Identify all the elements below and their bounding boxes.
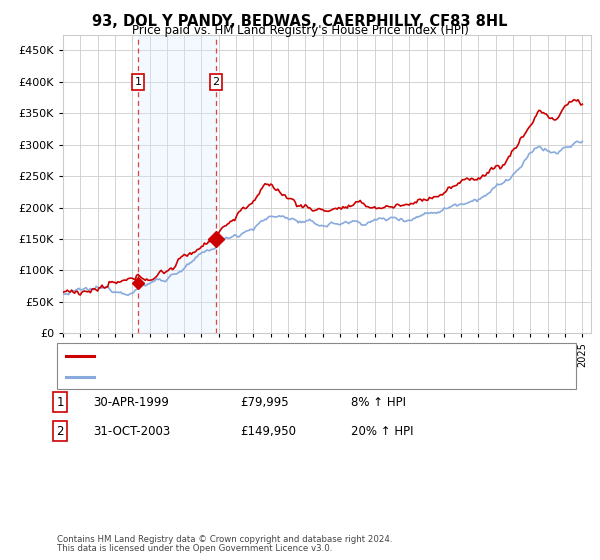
Text: £79,995: £79,995: [240, 395, 289, 409]
Text: 8% ↑ HPI: 8% ↑ HPI: [351, 395, 406, 409]
Text: 2: 2: [56, 424, 64, 438]
Text: 31-OCT-2003: 31-OCT-2003: [93, 424, 170, 438]
Text: HPI: Average price, detached house, Caerphilly: HPI: Average price, detached house, Caer…: [100, 372, 346, 382]
Text: This data is licensed under the Open Government Licence v3.0.: This data is licensed under the Open Gov…: [57, 544, 332, 553]
Text: 30-APR-1999: 30-APR-1999: [93, 395, 169, 409]
Text: 2: 2: [212, 77, 220, 87]
Text: Price paid vs. HM Land Registry's House Price Index (HPI): Price paid vs. HM Land Registry's House …: [131, 24, 469, 37]
Bar: [138, 35, 216, 333]
Text: 93, DOL Y PANDY, BEDWAS, CAERPHILLY, CF83 8HL (detached house): 93, DOL Y PANDY, BEDWAS, CAERPHILLY, CF8…: [100, 351, 460, 361]
Text: 20% ↑ HPI: 20% ↑ HPI: [351, 424, 413, 438]
Text: 1: 1: [56, 395, 64, 409]
Text: 1: 1: [134, 77, 142, 87]
Text: Contains HM Land Registry data © Crown copyright and database right 2024.: Contains HM Land Registry data © Crown c…: [57, 535, 392, 544]
Text: 93, DOL Y PANDY, BEDWAS, CAERPHILLY, CF83 8HL: 93, DOL Y PANDY, BEDWAS, CAERPHILLY, CF8…: [92, 14, 508, 29]
Text: £149,950: £149,950: [240, 424, 296, 438]
